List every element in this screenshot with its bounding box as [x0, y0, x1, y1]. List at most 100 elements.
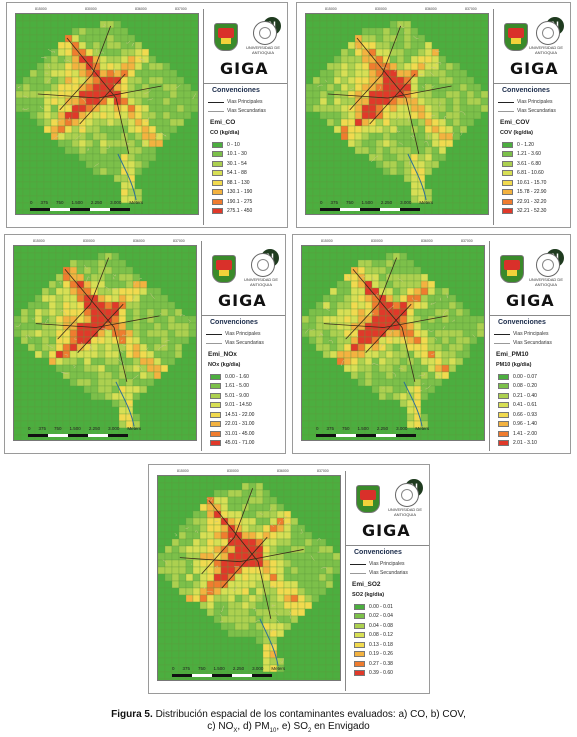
emission-cell — [188, 287, 196, 296]
emission-cell — [350, 371, 359, 380]
emission-cell — [41, 252, 50, 261]
scale-label: 750 — [56, 200, 64, 205]
emission-cell — [333, 20, 342, 29]
emission-cell — [469, 378, 478, 387]
emission-cell — [445, 160, 454, 169]
secondary-road — [17, 86, 21, 89]
emission-cell — [410, 62, 419, 71]
emission-cell — [357, 308, 366, 317]
emission-cell — [399, 246, 408, 254]
emission-cell — [213, 580, 222, 589]
emission-cell — [141, 188, 150, 197]
emission-cell — [97, 413, 106, 422]
emission-cell — [64, 174, 73, 183]
emission-cell — [368, 20, 377, 29]
emission-cell — [347, 83, 356, 92]
emission-cell — [434, 294, 443, 303]
emission-cell — [434, 413, 443, 422]
emission-cell — [141, 153, 150, 162]
emission-cell — [199, 622, 208, 631]
emission-cell — [396, 167, 405, 176]
emission-cell — [69, 385, 78, 394]
emission-cell — [441, 399, 450, 408]
emission-cell — [71, 125, 80, 134]
emission-cell — [441, 329, 450, 338]
class-swatch — [354, 603, 365, 610]
emission-cell — [326, 41, 335, 50]
emission-cell — [27, 336, 36, 345]
emission-cell — [227, 552, 236, 561]
emission-cell — [455, 252, 464, 261]
secondary-road — [424, 141, 429, 146]
emission-cell — [71, 48, 80, 57]
emission-cell — [336, 315, 345, 324]
emission-cell — [206, 580, 215, 589]
emission-cell — [340, 111, 349, 120]
emission-cell — [382, 132, 391, 141]
emission-cell — [155, 104, 164, 113]
emission-cell — [340, 41, 349, 50]
class-label: 31.01 - 45.00 — [225, 430, 255, 437]
emission-cell — [462, 413, 471, 422]
emission-cell — [336, 385, 345, 394]
emission-cell — [134, 14, 143, 22]
emission-cell — [466, 97, 475, 106]
emission-cell — [297, 517, 306, 526]
emission-cell — [169, 139, 178, 148]
emission-cell — [188, 413, 196, 422]
emission-cell — [220, 601, 229, 610]
emission-cell — [371, 329, 380, 338]
emission-cell — [434, 259, 443, 268]
secondary-road — [424, 83, 427, 86]
secondary-road — [328, 340, 334, 344]
emission-cell — [406, 287, 415, 296]
emission-cell — [290, 650, 299, 659]
emission-cell — [164, 650, 173, 659]
emission-cell — [155, 69, 164, 78]
main-roads-label: Vias Principales — [225, 331, 261, 337]
emission-cell — [185, 510, 194, 519]
secondary-road — [398, 142, 404, 146]
emission-cell — [64, 181, 73, 190]
emission-cell — [141, 34, 150, 43]
emission-cell — [424, 41, 433, 50]
emission-cell — [83, 385, 92, 394]
emission-cell — [413, 364, 422, 373]
emission-cell — [99, 69, 108, 78]
emission-cell — [361, 118, 370, 127]
emission-cell — [371, 246, 380, 254]
emission-cell — [16, 41, 24, 50]
emission-cell — [445, 76, 454, 85]
emission-cell — [113, 188, 122, 197]
emission-cell — [97, 350, 106, 359]
emission-cell — [69, 252, 78, 261]
emission-cell — [192, 643, 201, 652]
emission-cell — [29, 90, 38, 99]
emission-cell — [473, 188, 482, 197]
emission-cell — [357, 350, 366, 359]
emission-cell — [90, 385, 99, 394]
emission-cell — [90, 252, 99, 261]
emission-cell — [431, 97, 440, 106]
emission-cell — [448, 399, 457, 408]
emission-cell — [146, 420, 155, 429]
emission-cell — [480, 118, 488, 127]
class-label: 2.01 - 3.10 — [513, 440, 537, 447]
emission-cell — [332, 496, 340, 505]
emission-cell — [302, 420, 310, 429]
emission-cell — [452, 167, 461, 176]
emission-cell — [347, 153, 356, 162]
emission-cell — [413, 246, 422, 254]
emission-cell — [283, 489, 292, 498]
emission-cell — [162, 132, 171, 141]
emission-cell — [78, 14, 87, 22]
grid-tick-label: 836000 — [425, 7, 437, 11]
emission-cell — [302, 378, 310, 387]
emission-cell — [241, 573, 250, 582]
emission-cell — [120, 69, 129, 78]
emission-cell — [97, 406, 106, 415]
emission-cell — [441, 343, 450, 352]
secondary-road — [147, 98, 154, 101]
emission-cell — [16, 34, 24, 43]
emission-cell — [185, 545, 194, 554]
